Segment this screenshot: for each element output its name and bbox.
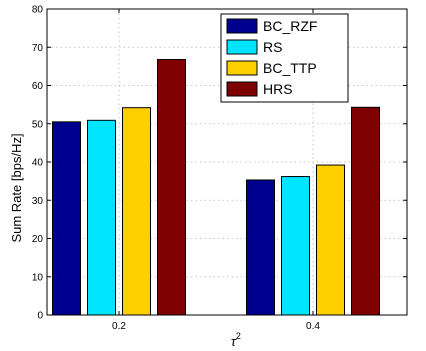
- x-axis-label-main: τ: [231, 334, 237, 349]
- y-tick-label: 10: [32, 272, 44, 283]
- legend-label-rs: RS: [263, 39, 282, 55]
- bar-rs: [281, 176, 310, 316]
- x-tick-label: 0.4: [306, 321, 320, 332]
- bar-rs: [87, 119, 116, 316]
- legend-swatch-rs: [226, 39, 258, 55]
- legend-swatch-hrs: [226, 81, 258, 97]
- legend-label-bc-rzf: BC_RZF: [263, 18, 317, 34]
- x-tick-label: 0.2: [112, 321, 126, 332]
- bar-bc-rzf: [52, 121, 81, 316]
- bar-bc-rzf: [246, 179, 275, 316]
- bar-hrs: [351, 106, 380, 316]
- legend-label-hrs: HRS: [263, 81, 293, 97]
- bar-bc-ttp: [316, 164, 345, 316]
- y-tick-label: 40: [32, 158, 44, 169]
- y-tick-label: 0: [37, 311, 43, 322]
- y-tick-label: 20: [32, 234, 44, 245]
- y-tick-label: 30: [32, 196, 44, 207]
- x-axis-label: τ2: [231, 331, 241, 349]
- x-axis-label-superscript: 2: [236, 331, 241, 341]
- y-tick-label: 80: [32, 5, 44, 16]
- legend: BC_RZF RS BC_TTP HRS: [220, 13, 349, 103]
- bar-bc-ttp: [122, 107, 151, 316]
- legend-label-bc-ttp: BC_TTP: [263, 60, 317, 76]
- y-tick-label: 50: [32, 119, 44, 130]
- legend-swatch-bc-ttp: [226, 60, 258, 76]
- y-tick-label: 70: [32, 43, 44, 54]
- y-axis-label: Sum Rate [bps/Hz]: [9, 133, 24, 242]
- bar-hrs: [157, 58, 186, 316]
- plot-area: 0 10 20 30 40 50 60 70 80 0.2 0.4 BC_RZF RS BC_TTP HRS: [32, 5, 408, 332]
- y-tick-label: 60: [32, 81, 44, 92]
- legend-swatch-bc-rzf: [226, 18, 258, 34]
